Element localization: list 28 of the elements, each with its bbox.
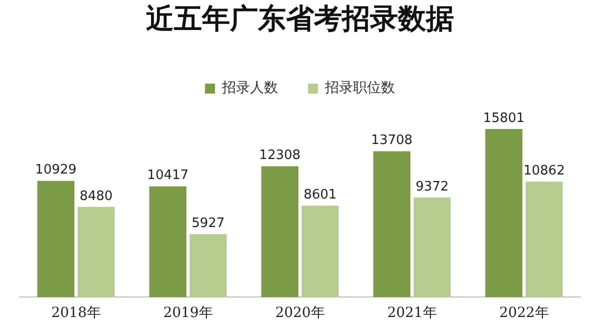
bar [190, 234, 227, 298]
bar [414, 197, 451, 298]
bar [302, 206, 339, 298]
data-label: 10929 [35, 162, 77, 178]
x-tick-label: 2020年 [275, 305, 325, 322]
x-tick-label: 2018年 [51, 305, 101, 322]
data-label: 10862 [523, 163, 565, 178]
bar [373, 151, 410, 298]
bar [485, 129, 522, 298]
bar [78, 206, 115, 298]
data-label: 8601 [304, 188, 337, 203]
legend-label: 招录职位数 [324, 80, 395, 96]
bar [526, 182, 563, 298]
x-tick-label: 2019年 [163, 305, 213, 322]
data-label: 8480 [80, 188, 113, 204]
bar [261, 166, 298, 298]
data-label: 10417 [147, 168, 189, 184]
x-tick-label: 2022年 [499, 305, 549, 322]
legend-label: 招录人数 [221, 80, 278, 96]
data-label: 15801 [483, 110, 525, 126]
bar [149, 186, 186, 298]
bar [37, 180, 74, 298]
data-label: 9372 [416, 179, 449, 194]
x-tick-label: 2021年 [387, 305, 437, 322]
data-label: 5927 [192, 216, 225, 231]
chart-title: 近五年广东省考招录数据 [146, 2, 454, 36]
data-label: 13708 [371, 133, 413, 148]
data-label: 12308 [259, 148, 301, 164]
